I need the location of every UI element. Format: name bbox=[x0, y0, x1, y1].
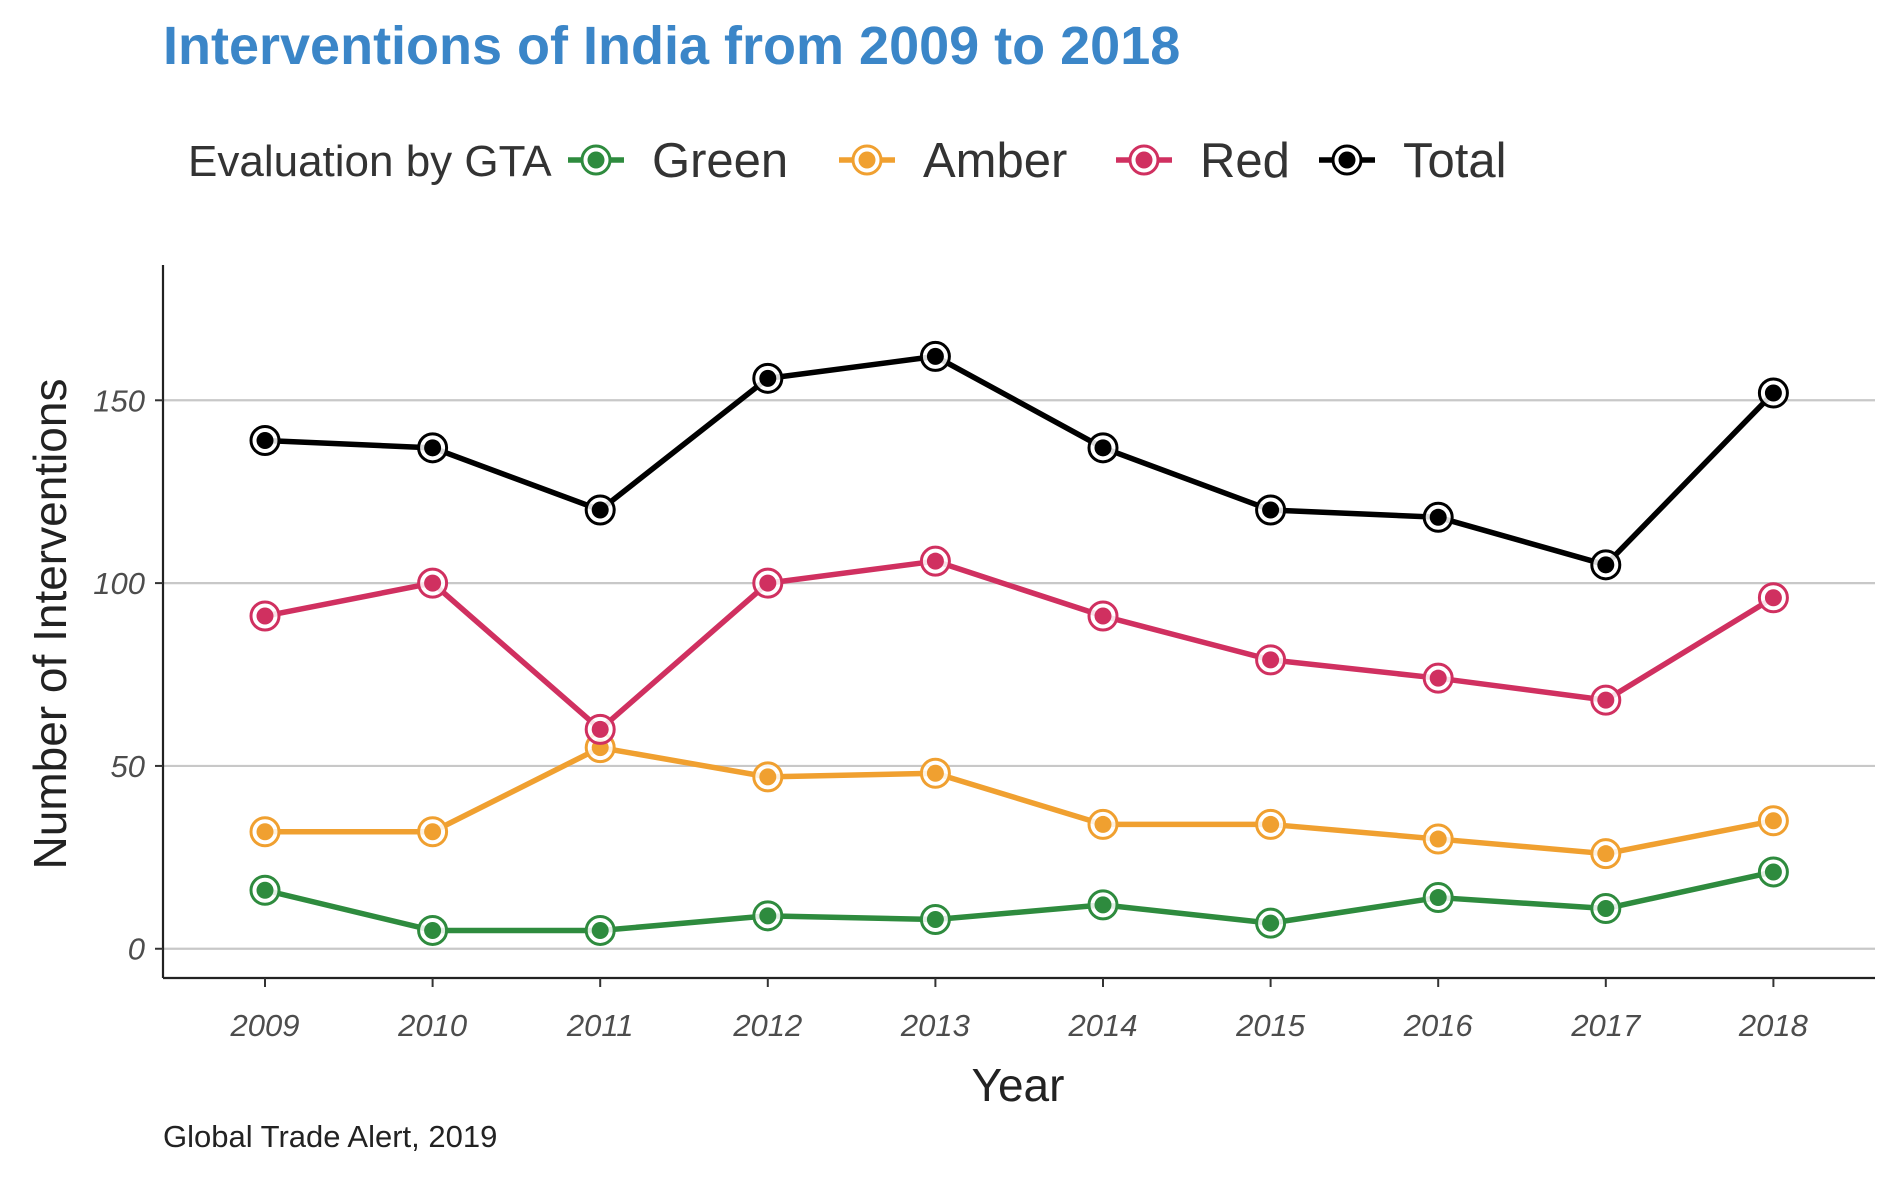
data-point-green-2017 bbox=[1590, 893, 1622, 925]
caption: Global Trade Alert, 2019 bbox=[163, 1119, 497, 1154]
data-point-total-2012 bbox=[752, 362, 784, 394]
legend-item-amber: Amber bbox=[839, 134, 1067, 188]
data-point-total-2018 bbox=[1757, 377, 1789, 409]
x-tick-label-2018: 2018 bbox=[1738, 1008, 1809, 1043]
x-tick-label-2014: 2014 bbox=[1068, 1008, 1138, 1043]
y-tick-label-0: 0 bbox=[128, 932, 145, 967]
series-line-green bbox=[262, 869, 1777, 934]
x-axis-ticks: 2009 2010 2011 2012 2013 2014 2015 2016 2017 2018 bbox=[230, 978, 1809, 1043]
data-point-total-2014 bbox=[1087, 432, 1119, 464]
data-point-total-2013 bbox=[919, 340, 951, 372]
legend-label-amber: Amber bbox=[923, 134, 1067, 188]
data-point-red-2012 bbox=[752, 567, 784, 599]
legend: Green Amber Red Total bbox=[568, 134, 1507, 188]
plot-series bbox=[249, 340, 1789, 946]
data-point-red-2010 bbox=[417, 567, 449, 599]
x-tick-label-2011: 2011 bbox=[566, 1008, 634, 1043]
data-point-red-2016 bbox=[1422, 662, 1454, 694]
data-point-amber-2014 bbox=[1087, 808, 1119, 840]
series-red bbox=[249, 545, 1789, 745]
y-axis-ticks: 0 50 100 150 bbox=[93, 383, 163, 967]
data-point-total-2017 bbox=[1590, 549, 1622, 581]
x-tick-label-2015: 2015 bbox=[1235, 1008, 1306, 1043]
series-line-red bbox=[262, 558, 1777, 733]
data-point-amber-2016 bbox=[1422, 823, 1454, 855]
x-tick-label-2009: 2009 bbox=[230, 1008, 300, 1043]
data-point-amber-2009 bbox=[249, 816, 281, 848]
legend-label-red: Red bbox=[1200, 134, 1290, 188]
chart-title: Interventions of India from 2009 to 2018 bbox=[163, 16, 1180, 76]
data-point-total-2011 bbox=[584, 494, 616, 526]
series-green bbox=[249, 856, 1789, 946]
legend-title: Evaluation by GTA bbox=[188, 137, 552, 186]
x-tick-label-2010: 2010 bbox=[397, 1008, 467, 1043]
legend-label-total: Total bbox=[1403, 134, 1507, 188]
series-line-amber bbox=[262, 744, 1777, 857]
data-point-red-2015 bbox=[1255, 644, 1287, 676]
data-point-total-2015 bbox=[1255, 494, 1287, 526]
y-tick-label-50: 50 bbox=[111, 749, 145, 784]
data-point-amber-2013 bbox=[919, 757, 951, 789]
data-point-red-2014 bbox=[1087, 600, 1119, 632]
data-point-green-2015 bbox=[1255, 907, 1287, 939]
legend-item-green: Green bbox=[568, 134, 788, 188]
data-point-total-2009 bbox=[249, 425, 281, 457]
data-point-green-2014 bbox=[1087, 889, 1119, 921]
data-point-amber-2018 bbox=[1757, 805, 1789, 837]
series-amber bbox=[249, 732, 1789, 870]
data-point-total-2010 bbox=[417, 432, 449, 464]
y-tick-label-150: 150 bbox=[93, 383, 145, 418]
series-line-total bbox=[262, 353, 1777, 568]
data-point-total-2016 bbox=[1422, 501, 1454, 533]
legend-item-total: Total bbox=[1319, 134, 1507, 188]
data-point-red-2013 bbox=[919, 545, 951, 577]
data-point-amber-2015 bbox=[1255, 808, 1287, 840]
series-total bbox=[249, 340, 1789, 581]
data-point-red-2011 bbox=[584, 713, 616, 745]
data-point-green-2012 bbox=[752, 900, 784, 932]
x-tick-label-2013: 2013 bbox=[900, 1008, 970, 1043]
data-point-amber-2010 bbox=[417, 816, 449, 848]
x-axis-title: Year bbox=[972, 1059, 1065, 1111]
legend-item-red: Red bbox=[1116, 134, 1290, 188]
x-tick-label-2017: 2017 bbox=[1570, 1008, 1642, 1043]
x-tick-label-2016: 2016 bbox=[1403, 1008, 1474, 1043]
grid-lines bbox=[163, 399, 1875, 950]
data-point-red-2017 bbox=[1590, 684, 1622, 716]
data-point-green-2016 bbox=[1422, 882, 1454, 914]
data-point-green-2010 bbox=[417, 914, 449, 946]
x-tick-label-2012: 2012 bbox=[732, 1008, 802, 1043]
data-point-green-2018 bbox=[1757, 856, 1789, 888]
axes bbox=[161, 265, 1875, 980]
data-point-red-2009 bbox=[249, 600, 281, 632]
data-point-red-2018 bbox=[1757, 582, 1789, 614]
data-point-amber-2017 bbox=[1590, 838, 1622, 870]
data-point-amber-2012 bbox=[752, 761, 784, 793]
y-tick-label-100: 100 bbox=[93, 566, 145, 601]
data-point-green-2011 bbox=[584, 914, 616, 946]
legend-label-green: Green bbox=[652, 134, 788, 188]
y-axis-title: Number of Interventions bbox=[24, 379, 76, 870]
data-point-green-2013 bbox=[919, 903, 951, 935]
data-point-green-2009 bbox=[249, 874, 281, 906]
